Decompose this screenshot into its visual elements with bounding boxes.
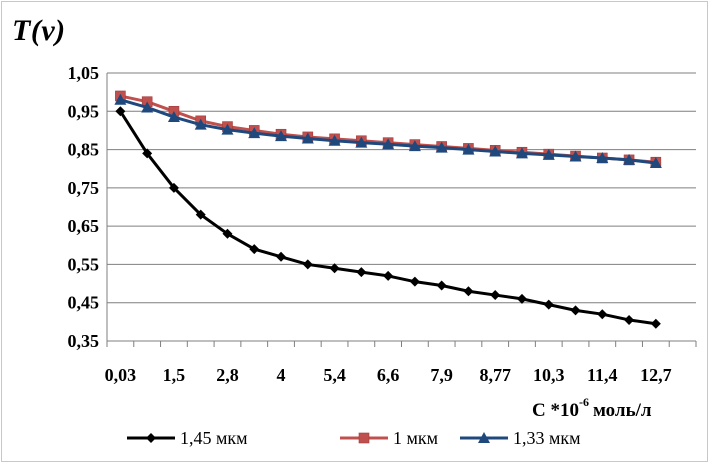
data-point [409,276,420,287]
x-tick-label: 2,8 [216,365,239,385]
y-tick-label: 1,05 [68,63,100,83]
legend-marker [478,432,490,443]
legend-marker [146,433,156,443]
data-point [382,138,395,150]
x-tick-label: 6,6 [377,365,400,385]
x-axis-label-unit: моль/л [592,400,652,421]
data-point [329,263,340,274]
legend-item: 1,33 мкм [460,428,581,448]
data-point [463,286,474,297]
data-point [436,280,447,291]
data-point [222,228,233,239]
y-axis-label: T(ν) [12,14,66,47]
legend-item: 1 мкм [340,428,438,448]
legend: 1,45 мкм 1 мкм 1,33 мкм [127,428,581,448]
x-tick-label: 0,03 [105,365,137,385]
data-point [624,314,635,325]
data-point [276,251,287,262]
data-point [248,127,261,139]
legend-marker [358,432,370,444]
data-point [115,106,126,117]
x-tick-label: 1,5 [163,365,186,385]
data-point [249,244,260,255]
x-axis-label-exponent: -6 [578,395,589,409]
legend-label: 1,45 мкм [180,428,248,448]
x-tick-label: 10,3 [533,365,565,385]
data-point [328,134,341,146]
y-tick-label: 0,75 [68,178,100,198]
x-tick-label: 8,77 [479,365,511,385]
series-2 [114,93,662,168]
legend-label: 1 мкм [393,428,438,448]
x-tick-label: 4 [277,365,286,385]
y-tick-label: 0,45 [68,293,100,313]
data-point [221,123,234,135]
y-tick-label: 0,95 [68,101,100,121]
data-point [168,182,179,193]
data-point [570,305,581,316]
data-point [355,136,368,148]
data-point [542,148,555,160]
y-tick-label: 0,65 [68,216,100,236]
data-point [569,150,582,162]
data-point [301,132,314,144]
x-tick-label: 7,9 [430,365,453,385]
data-point [597,309,608,320]
data-point [142,148,153,159]
x-tick-label: 11,4 [587,365,618,385]
data-point [302,259,313,270]
legend-label: 1,33 мкм [513,428,581,448]
data-point [114,93,127,105]
x-axis-label-main: C *10 [532,400,579,421]
data-point [596,151,609,163]
data-point [194,118,207,130]
data-point [490,290,501,301]
data-point [489,145,502,157]
y-tick-label: 0,35 [68,331,100,351]
y-tick-label: 0,55 [68,254,100,274]
x-tick-label: 12,7 [640,365,672,385]
data-point [515,147,528,159]
legend-item: 1,45 мкм [127,428,248,448]
data-point [195,209,206,220]
data-point [543,299,554,310]
series-0 [115,106,661,329]
data-point [516,293,527,304]
data-point [435,141,448,153]
x-tick-label: 5,4 [323,365,346,385]
data-point [167,111,180,123]
x-axis-label: C *10-6 моль/л [532,395,652,422]
data-point [649,156,662,168]
data-point [462,143,475,155]
data-point [383,270,394,281]
data-point [650,318,661,329]
data-point [275,130,288,142]
y-tick-label: 0,85 [68,140,100,160]
data-point [141,101,154,113]
data-point [623,153,636,165]
data-point [356,267,367,278]
data-point [408,140,421,152]
